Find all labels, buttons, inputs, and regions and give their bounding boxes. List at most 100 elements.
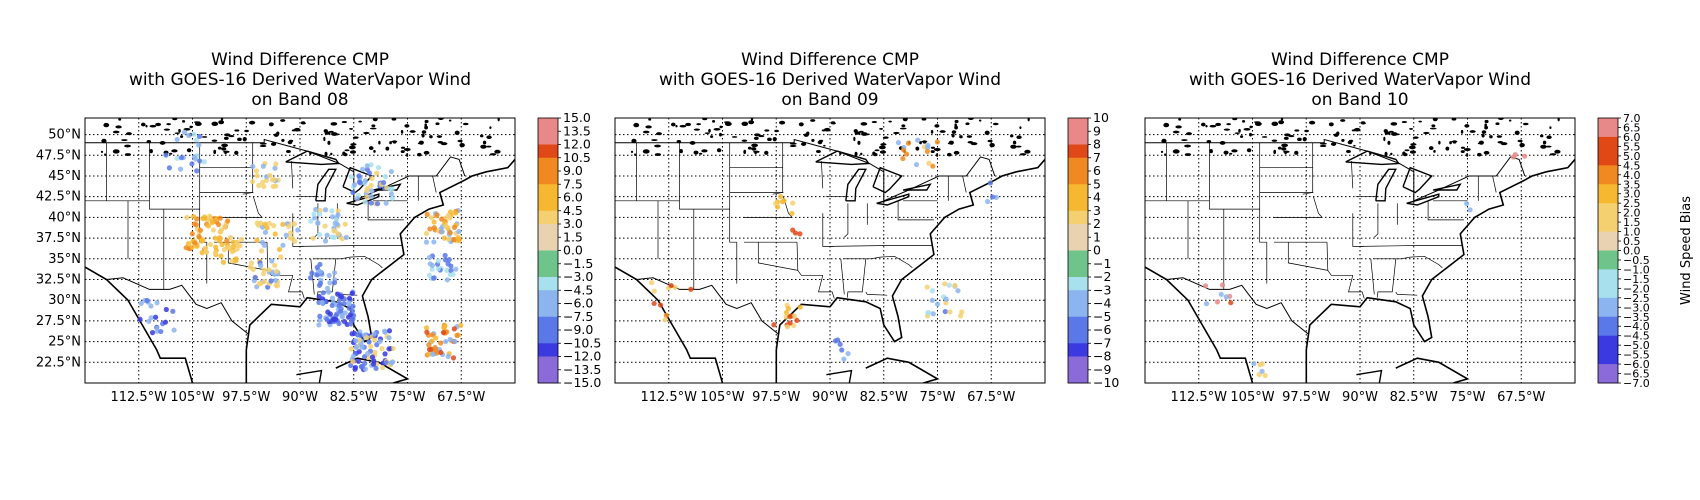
lake-speck [342, 151, 346, 156]
lake-speck [180, 135, 184, 138]
lake-speck [182, 119, 186, 123]
lake-speck [1387, 140, 1391, 145]
colorbar-tick-label: 3 [1093, 203, 1101, 218]
lake-outline [1406, 193, 1440, 206]
wind-obs-point [350, 358, 356, 365]
wind-obs-point [254, 173, 260, 179]
wind-obs-point [273, 161, 279, 167]
lake-speck [860, 122, 868, 126]
wind-obs-point [947, 309, 953, 315]
wind-obs-point [217, 215, 223, 221]
lake-speck [764, 150, 769, 155]
wind-obs-point [452, 338, 458, 345]
country-border [1166, 277, 1309, 335]
lon-tick-label: 67.5°W [437, 390, 485, 405]
lat-tick-label: 25°N [48, 335, 81, 350]
colorbar-tick-label: −4.5 [1623, 330, 1650, 343]
lake-speck [1409, 128, 1414, 130]
lon-tick-label: 105°W [170, 390, 214, 405]
wind-obs-point [369, 188, 375, 194]
wind-obs-point [381, 179, 387, 186]
lake-speck [406, 153, 409, 157]
wind-obs-point [162, 319, 169, 325]
wind-obs-point [341, 301, 347, 307]
colorbar-segment [1598, 354, 1618, 365]
lake-speck [675, 124, 678, 128]
lake-speck [435, 122, 440, 126]
lake-speck [1330, 142, 1337, 146]
colorbar-tick-label: −6.0 [1623, 358, 1650, 371]
lake-speck [368, 146, 374, 151]
colorbar-tick-label: 0.0 [563, 243, 583, 258]
lake-speck [1383, 136, 1386, 142]
wind-obs-point [260, 163, 266, 169]
lake-speck [482, 140, 487, 145]
state-border [432, 175, 437, 193]
lake-speck [169, 152, 173, 155]
wind-obs-point [237, 243, 243, 249]
lake-speck [1546, 135, 1552, 140]
lake-speck [1012, 140, 1017, 145]
lake-speck [1278, 120, 1285, 125]
lake-speck [1483, 150, 1490, 155]
map-frame [614, 117, 1046, 384]
wind-obs-point [201, 214, 208, 220]
wind-obs-point [451, 224, 458, 230]
lake-speck [718, 132, 722, 137]
wind-obs-point [256, 182, 262, 189]
wind-obs-point [942, 308, 948, 315]
lake-speck [350, 143, 357, 146]
state-border [1259, 142, 1267, 243]
wind-obs-point [287, 230, 294, 236]
lake-speck [104, 153, 107, 156]
lake-speck [823, 127, 831, 132]
lake-speck [270, 142, 277, 146]
wind-obs-point [209, 218, 215, 225]
wind-obs-point [985, 198, 991, 205]
country-border [1145, 138, 1526, 202]
lake-speck [1353, 127, 1361, 132]
lake-speck [1484, 119, 1489, 124]
wind-obs-point [359, 344, 365, 350]
wind-obs-point [331, 228, 337, 234]
wind-obs-point [320, 290, 326, 296]
wind-obs-point [943, 300, 949, 306]
wind-obs-point [253, 168, 260, 174]
state-border [729, 142, 737, 243]
map-frame [1144, 117, 1576, 384]
coastline [85, 265, 194, 383]
lake-speck [211, 139, 218, 142]
colorbar-segment [1068, 157, 1088, 172]
lake-speck [1347, 140, 1353, 145]
lake-speck [194, 121, 202, 126]
wind-obs-point [446, 236, 452, 242]
lake-speck [1540, 144, 1547, 149]
lake-speck [1542, 140, 1547, 145]
wind-obs-point [174, 136, 180, 143]
state-border [679, 142, 730, 210]
wind-obs-point [329, 302, 335, 309]
wind-obs-point [446, 257, 452, 263]
lake-speck [1452, 140, 1457, 144]
wind-obs-point [913, 161, 920, 168]
lake-speck [954, 119, 959, 124]
wind-obs-point [272, 262, 278, 268]
wind-obs-point [311, 211, 317, 217]
wind-obs-point [218, 253, 224, 259]
colorbar-tick-label: −6.5 [1623, 368, 1650, 381]
lake-speck [921, 118, 927, 121]
lake-speck [1205, 124, 1208, 128]
lake-speck [213, 149, 217, 155]
colorbar-tick-label: 13.5 [563, 123, 591, 138]
colorbar-segment [538, 157, 558, 172]
lake-speck [189, 125, 193, 129]
lake-speck [731, 136, 738, 138]
wind-obs-point [158, 328, 164, 335]
lake-outline [1402, 166, 1433, 194]
country-border [615, 138, 996, 202]
colorbar-segment [1598, 136, 1618, 147]
wind-obs-point [258, 248, 265, 254]
lake-speck [259, 144, 267, 148]
lake-speck [392, 140, 397, 144]
lake-speck [1360, 122, 1366, 125]
